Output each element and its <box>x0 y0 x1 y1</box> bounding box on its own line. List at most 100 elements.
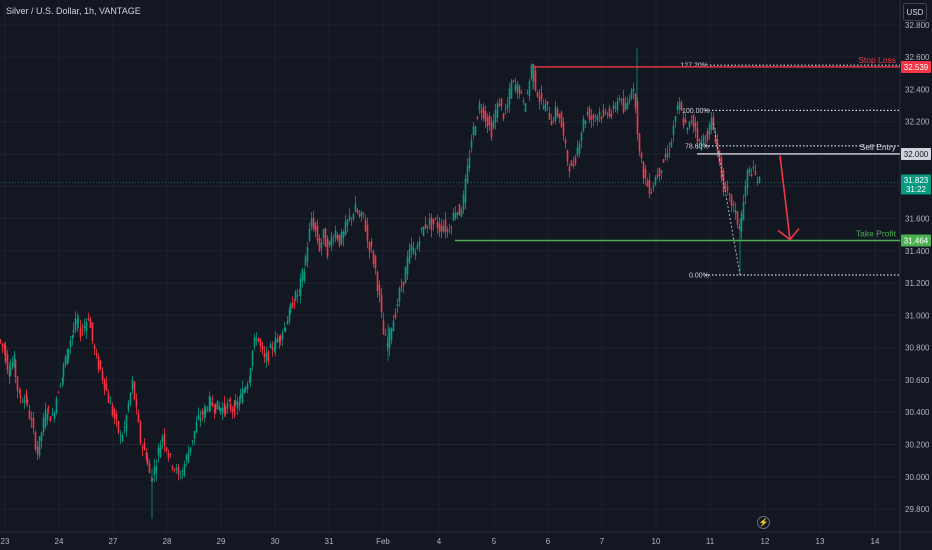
projection-arrowhead <box>777 228 800 241</box>
candle-body <box>514 84 517 91</box>
candle-body <box>121 435 124 441</box>
candle-body <box>150 480 153 482</box>
candle-body <box>34 432 37 450</box>
fib-trendline <box>712 121 741 276</box>
stop-loss-label: Stop Loss <box>858 55 896 65</box>
candle-body <box>440 225 443 232</box>
candle-body <box>422 226 425 236</box>
candle-body <box>336 234 339 240</box>
candle-body <box>350 218 353 220</box>
candle-body <box>558 113 561 118</box>
candle-body <box>216 400 219 410</box>
candle-body <box>238 403 241 406</box>
candle-body <box>51 414 54 416</box>
candle-body <box>594 116 597 118</box>
y-tick-label: 31.200 <box>905 279 930 288</box>
candle-body <box>518 86 521 95</box>
candle-body <box>13 354 16 367</box>
x-tick-label: 29 <box>217 537 226 546</box>
candle-body <box>195 422 198 433</box>
candle-body <box>566 150 569 163</box>
candle-body <box>754 171 757 175</box>
candle-body <box>265 352 268 362</box>
candle-body <box>267 351 270 361</box>
candle-body <box>298 290 301 292</box>
candle-body <box>125 415 128 432</box>
candle-body <box>57 392 60 394</box>
candle-body <box>211 402 214 407</box>
candle-body <box>133 381 136 400</box>
candle-body <box>214 403 217 413</box>
x-tick-label: 12 <box>761 537 770 546</box>
candle-body <box>726 186 729 191</box>
candle-body <box>204 406 207 415</box>
candle-body <box>148 463 151 473</box>
candle-body <box>193 430 196 439</box>
candle-body <box>199 417 202 422</box>
candle-body <box>466 165 469 182</box>
candle-body <box>141 447 144 449</box>
candle-body <box>368 242 371 252</box>
candle-body <box>460 209 463 218</box>
candle-body <box>286 320 289 325</box>
candle-body <box>14 359 17 377</box>
candle-body <box>28 410 31 419</box>
candle-body <box>478 103 481 111</box>
candle-body <box>191 440 194 442</box>
stop-loss-price-value: 32.539 <box>904 63 929 72</box>
candle-body <box>289 304 292 314</box>
candle-body <box>246 383 249 390</box>
candle-body <box>476 116 479 119</box>
x-tick-label: 31 <box>325 537 334 546</box>
candle-body <box>692 114 695 127</box>
candle-body <box>388 328 391 349</box>
candle-body <box>66 349 69 365</box>
candle-body <box>704 141 707 143</box>
candle-body <box>374 255 377 269</box>
candle-body <box>77 320 80 322</box>
candle-body <box>105 383 108 391</box>
sell-entry-label: Sell Entry <box>860 142 897 152</box>
symbol-title: Silver / U.S. Dollar, 1h, VANTAGE <box>6 6 141 16</box>
candle-body <box>702 135 705 142</box>
candle-body <box>614 106 617 109</box>
candle-body <box>380 294 383 312</box>
candle-body <box>273 348 276 352</box>
candle-body <box>508 88 511 105</box>
candle-body <box>690 120 693 122</box>
candle-body <box>304 256 307 266</box>
candle-body <box>314 222 317 231</box>
candle-body <box>9 367 12 376</box>
candle-body <box>392 320 395 332</box>
candle-body <box>293 303 296 305</box>
candle-body <box>89 319 92 328</box>
candle-body <box>72 329 75 333</box>
candle-body <box>241 388 244 404</box>
currency-button[interactable]: USD <box>903 3 927 21</box>
candle-body <box>746 169 749 188</box>
candle-body <box>236 401 239 409</box>
candle-body <box>231 408 234 412</box>
candle-body <box>332 240 335 242</box>
take-profit-label: Take Profit <box>856 228 897 238</box>
candle-body <box>738 226 741 230</box>
candle-body <box>67 348 70 359</box>
candle-body <box>271 346 274 350</box>
candle-body <box>450 226 453 229</box>
candle-body <box>25 392 28 402</box>
candle-body <box>382 320 385 335</box>
candle-body <box>71 335 74 339</box>
candle-body <box>107 392 110 403</box>
current-price-countdown: 31:22 <box>906 185 927 194</box>
candle-body <box>187 451 190 463</box>
candle-body <box>500 98 503 106</box>
y-tick-label: 30.400 <box>905 408 930 417</box>
candle-body <box>181 471 184 473</box>
candle-body <box>209 398 212 406</box>
candle-body <box>208 396 211 411</box>
candle-body <box>696 128 699 142</box>
candle-body <box>38 436 41 456</box>
lightning-icon[interactable]: ⚡ <box>757 516 770 529</box>
x-tick-label: 4 <box>437 537 442 546</box>
